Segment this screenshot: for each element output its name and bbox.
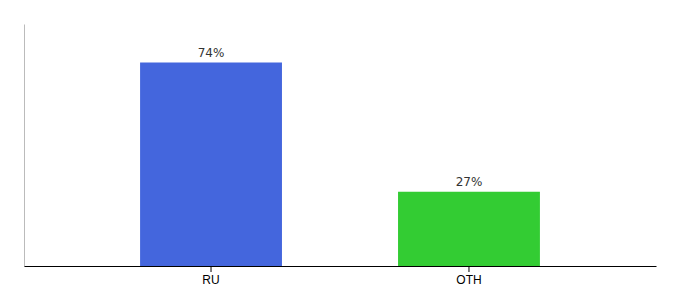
bar (398, 192, 540, 266)
bars (140, 63, 540, 267)
y-axis-line (24, 25, 25, 267)
x-tick: RU (202, 266, 219, 287)
x-axis: RU OTH (25, 266, 657, 287)
bar (140, 63, 282, 267)
data-labels: 74% 27% (198, 46, 483, 189)
x-tick: OTH (456, 266, 481, 287)
x-tick-label: OTH (456, 273, 481, 287)
x-tick-mark (211, 266, 212, 272)
data-label: 74% (198, 46, 225, 60)
data-label: 27% (456, 175, 483, 189)
chart: RU OTH 74% 27% (0, 0, 680, 300)
x-tick-mark (468, 266, 469, 272)
plot: RU OTH 74% 27% (25, 25, 657, 287)
x-axis-line (25, 266, 657, 267)
x-tick-label: RU (202, 273, 219, 287)
y-axis (24, 25, 25, 267)
